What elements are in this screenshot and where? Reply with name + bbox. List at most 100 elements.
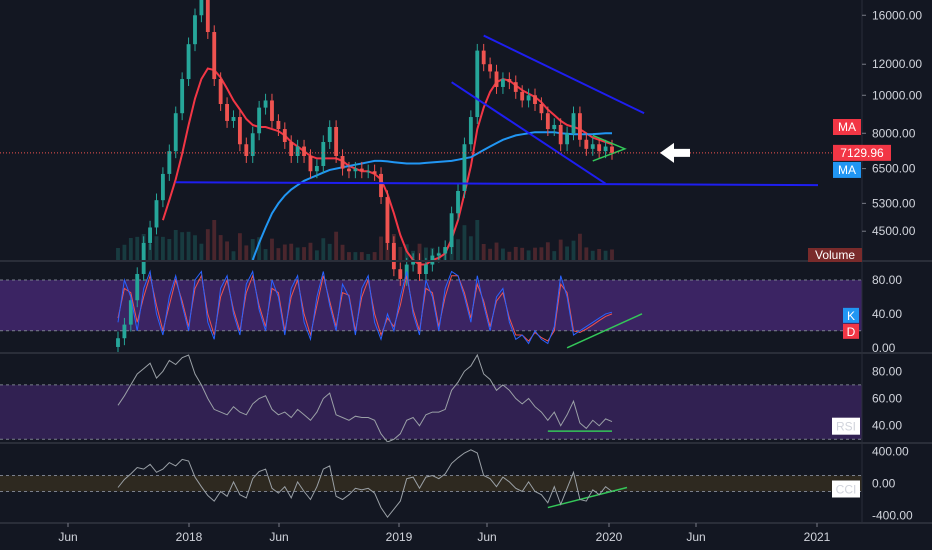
volume-bar: [565, 246, 570, 260]
candle-body: [295, 146, 300, 156]
volume-bar: [276, 248, 281, 260]
volume-bar: [154, 236, 159, 260]
candle-body: [456, 190, 460, 214]
volume-bar: [417, 243, 422, 260]
price-tick-label: 10000.00: [872, 88, 922, 102]
stoch-divergence-line: [566, 313, 643, 349]
volume-bar: [398, 246, 403, 260]
volume-bar: [456, 239, 460, 260]
volume-bar: [218, 235, 223, 260]
volume-bar: [513, 246, 518, 260]
volume-bar: [327, 243, 332, 260]
volume-bar: [321, 238, 326, 260]
candle-body: [218, 79, 223, 105]
volume-bar: [180, 232, 185, 260]
cci-tick-label: -400.00: [872, 509, 913, 523]
volume-bar: [225, 241, 229, 260]
volume-bar: [347, 252, 351, 260]
candle-body: [231, 117, 236, 121]
volume-bar: [340, 244, 345, 260]
candle-body: [398, 269, 403, 279]
ma-slow-price-label: MA: [838, 163, 856, 177]
volume-bar: [462, 225, 467, 260]
candle-body: [475, 50, 480, 118]
candle-body: [327, 126, 332, 142]
volume-bar: [379, 236, 383, 260]
candle-body: [148, 227, 153, 243]
candle-body: [372, 171, 377, 174]
volume-bar: [160, 236, 165, 260]
candle-body: [141, 242, 146, 275]
triangle-pattern: [592, 134, 627, 162]
price-tick-label: 12000.00: [872, 57, 922, 71]
candle-body: [610, 146, 614, 153]
left-arrow-icon: [660, 142, 690, 163]
candle-body: [494, 71, 499, 87]
ma-fast-price-label-box: [833, 118, 861, 135]
rsi-tick-label: 80.00: [872, 364, 902, 378]
volume-bar: [167, 239, 172, 260]
volume-label: Volume: [815, 248, 855, 262]
volume-bar: [424, 247, 428, 260]
volume-bar: [501, 248, 505, 260]
candle-body: [558, 124, 563, 145]
upper-trendline: [483, 34, 645, 115]
candle-body: [334, 126, 339, 156]
volume-bar: [558, 239, 563, 260]
candle-body: [237, 117, 242, 145]
candle-body: [122, 324, 127, 339]
ma-fast-price-label: MA: [838, 120, 856, 134]
cci-band: [0, 475, 862, 492]
stoch-d-label: D: [847, 325, 856, 339]
price-tick-label: 5300.00: [872, 196, 916, 210]
cci-badge: [832, 480, 860, 498]
candle-body: [276, 120, 281, 130]
candle-body: [359, 168, 364, 172]
candle-body: [507, 79, 512, 83]
volume-bar: [334, 231, 339, 260]
stoch-k-badge: [843, 307, 859, 323]
volume-bar: [366, 254, 371, 260]
ma-slow-line: [251, 131, 612, 261]
candle-body: [128, 300, 133, 325]
candle-body: [533, 95, 537, 105]
user-drawings: [0, 34, 862, 509]
stoch-tick-label: 80.00: [872, 273, 902, 287]
volume-bar: [263, 249, 268, 260]
candle-body: [270, 100, 274, 121]
rsi-line: [117, 353, 613, 443]
candle-body: [417, 260, 422, 275]
candle-body: [257, 107, 262, 134]
current-price-label-box: [833, 144, 891, 161]
candle-body: [436, 253, 441, 256]
oscillator-lines: [117, 269, 613, 519]
volume-bar: [468, 236, 473, 260]
candle-body: [526, 95, 531, 101]
rsi-label: RSI: [836, 420, 856, 434]
volume-bar: [212, 220, 217, 260]
volume-bar: [552, 251, 557, 260]
candle-body: [577, 113, 582, 140]
volume-bar: [173, 230, 178, 260]
volume-bar: [481, 244, 486, 260]
candle-body: [289, 141, 294, 156]
candle-body: [225, 104, 229, 121]
volume-bar: [539, 247, 544, 260]
candle-body: [366, 171, 371, 173]
ma-slow-price-label-box: [833, 161, 861, 178]
volume-bar: [507, 251, 512, 260]
candle-body: [347, 168, 351, 172]
candle-body: [154, 200, 159, 228]
candle-body: [180, 79, 185, 114]
candle-body: [571, 113, 576, 134]
candle-body: [314, 166, 319, 172]
candle-body: [603, 146, 608, 152]
candle-body: [250, 133, 255, 156]
candle-body: [205, 0, 210, 33]
candle-body: [263, 100, 268, 108]
stoch-d-badge: [843, 323, 859, 339]
candle-body: [424, 264, 428, 275]
candle-body: [481, 50, 486, 65]
volume-bar: [250, 239, 255, 260]
